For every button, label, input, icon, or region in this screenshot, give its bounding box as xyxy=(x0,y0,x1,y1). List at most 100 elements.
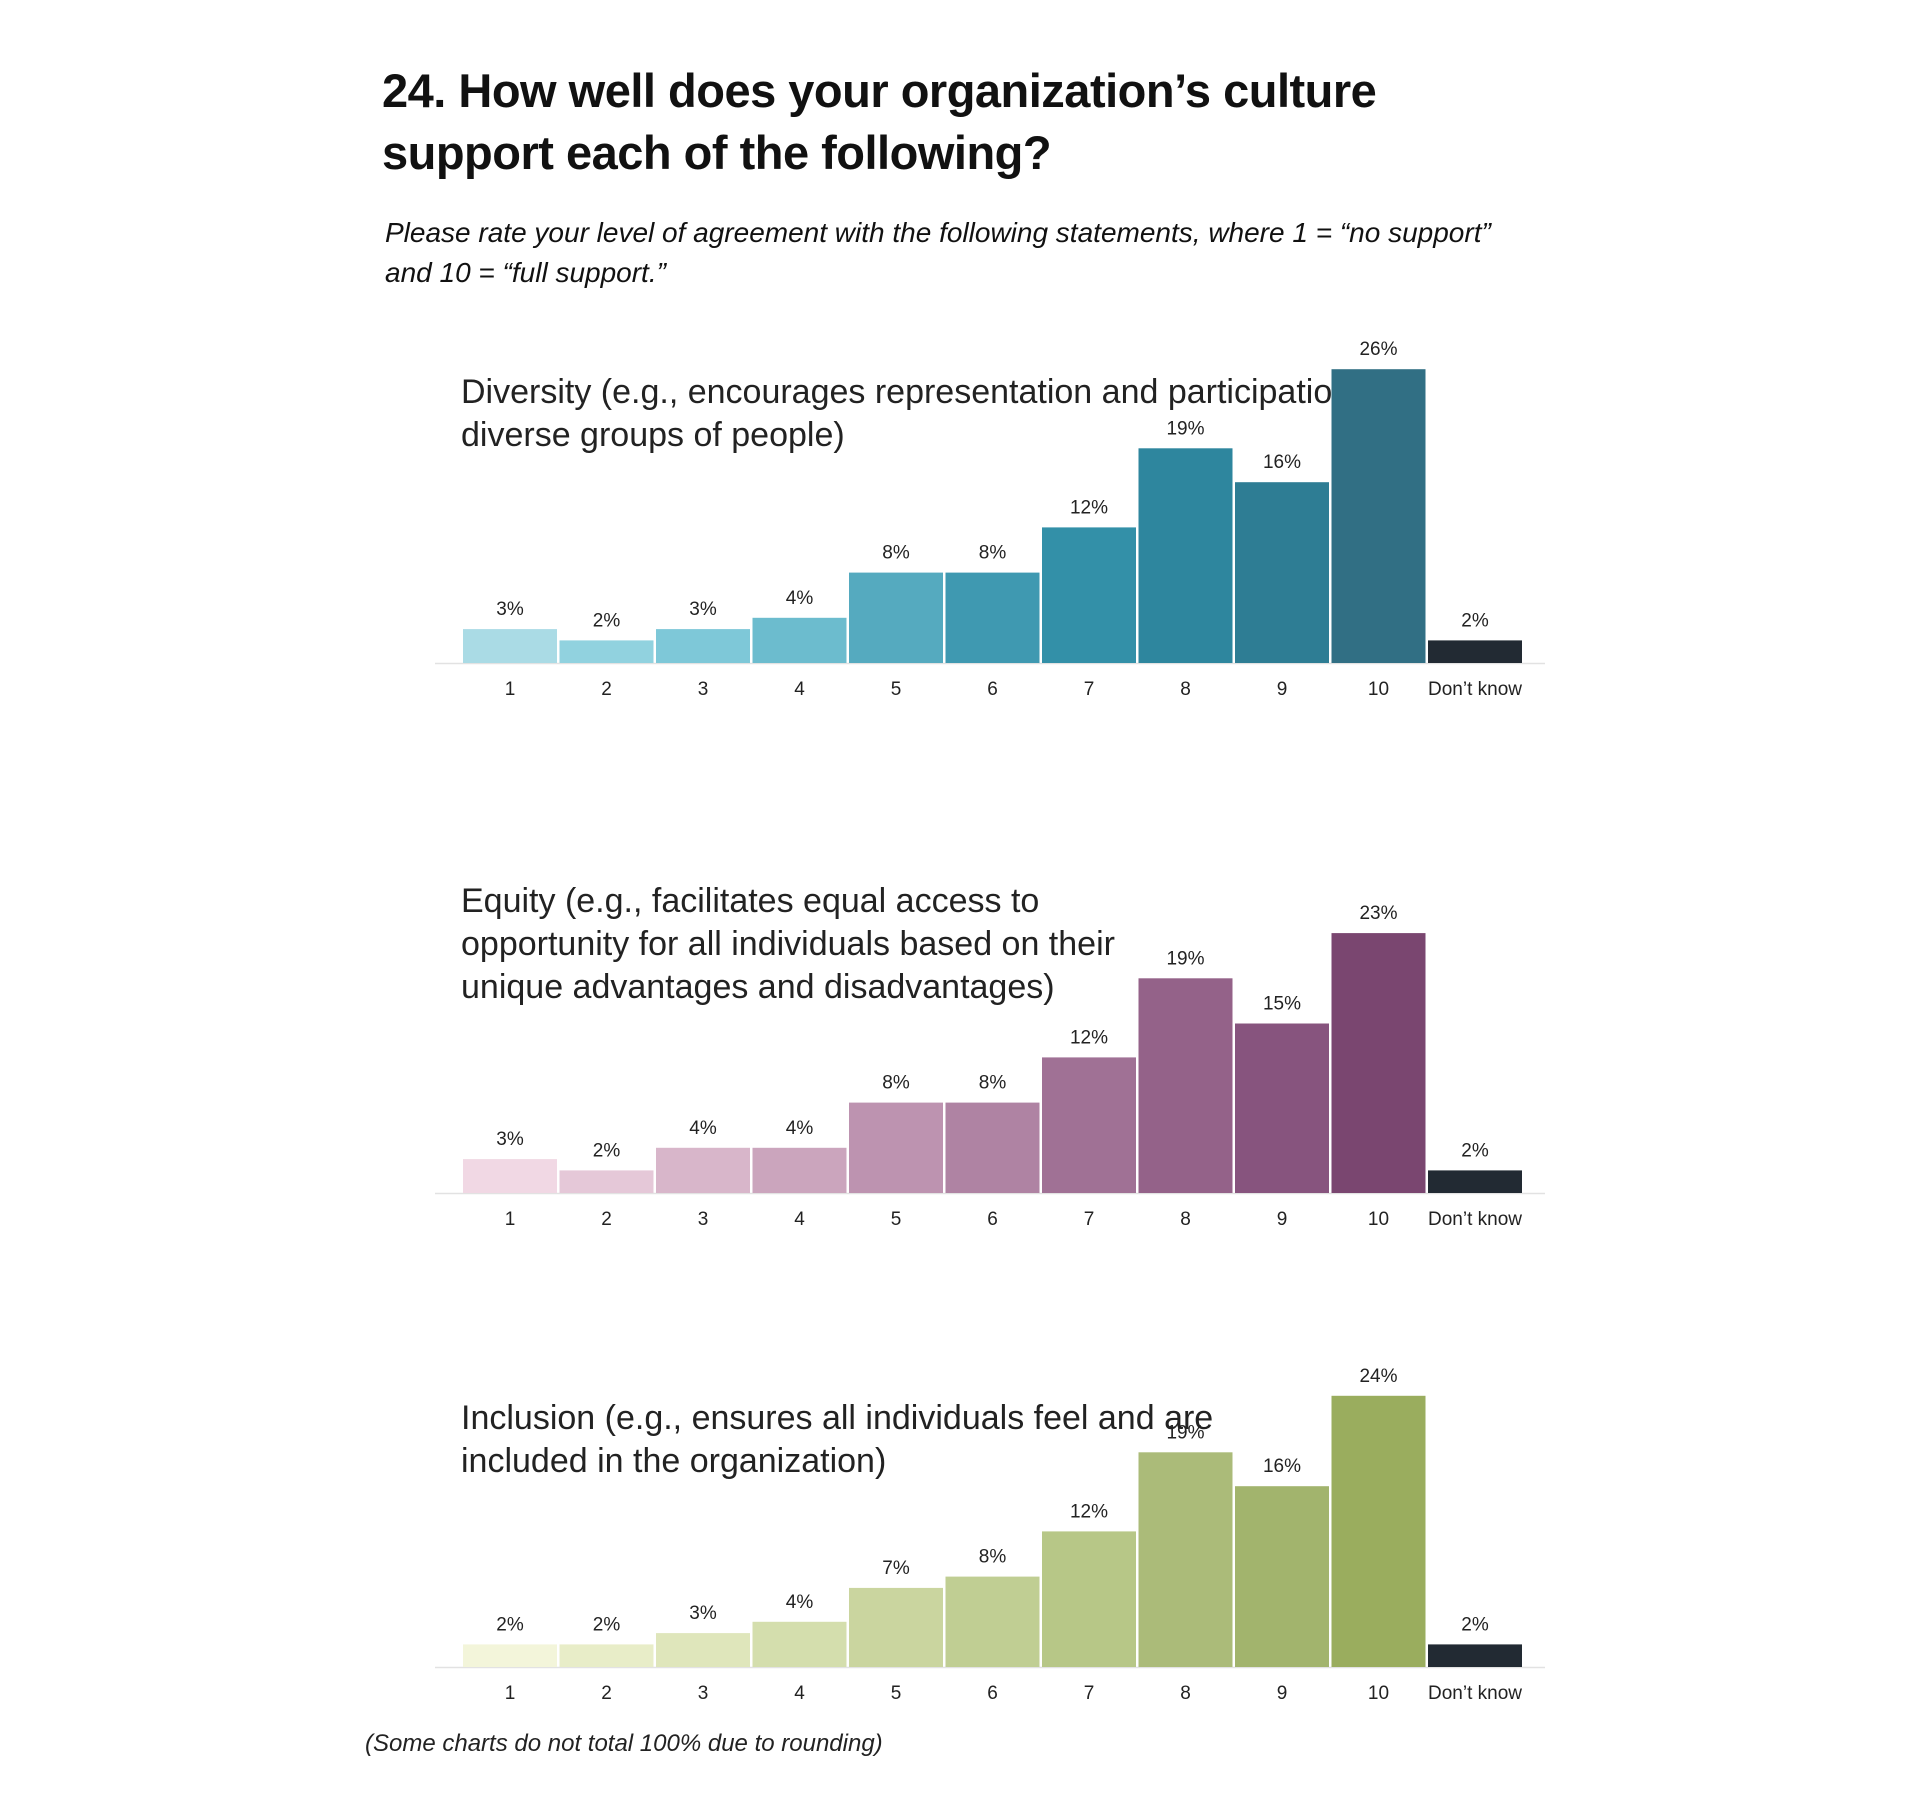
data-label: 15% xyxy=(1263,994,1301,1015)
bar xyxy=(945,1102,1040,1193)
data-label: 3% xyxy=(496,1129,524,1150)
tick-label: 4 xyxy=(794,1683,805,1704)
bar xyxy=(559,1644,654,1667)
data-label: 2% xyxy=(593,1140,621,1161)
tick-label: 2 xyxy=(601,1683,612,1704)
data-label: 24% xyxy=(1359,1366,1397,1387)
data-label: 26% xyxy=(1359,339,1397,360)
chart-inclusion: Inclusion (e.g., ensures all individuals… xyxy=(435,1366,1545,1704)
bar xyxy=(1428,1644,1522,1667)
bar xyxy=(945,572,1040,663)
bar xyxy=(752,1621,847,1667)
data-label: 12% xyxy=(1070,1027,1108,1048)
bar xyxy=(559,640,654,663)
data-label: 2% xyxy=(593,610,621,631)
tick-label: 9 xyxy=(1277,679,1288,700)
bar xyxy=(463,1159,557,1193)
tick-label: 5 xyxy=(891,1683,902,1704)
tick-label: 9 xyxy=(1277,1209,1288,1230)
tick-label: 7 xyxy=(1084,1683,1095,1704)
page-title: 24. How well does your organization’s cu… xyxy=(382,64,1377,179)
footnote: (Some charts do not total 100% due to ro… xyxy=(365,1730,883,1757)
tick-label: 1 xyxy=(505,1209,516,1230)
data-label: 19% xyxy=(1166,1422,1204,1443)
data-label: 4% xyxy=(786,1592,814,1613)
data-label: 8% xyxy=(979,1073,1007,1094)
tick-label: 7 xyxy=(1084,679,1095,700)
bar xyxy=(1235,1486,1329,1667)
bar xyxy=(1428,640,1522,663)
data-label: 2% xyxy=(1461,610,1489,631)
tick-label: 9 xyxy=(1277,1683,1288,1704)
bar xyxy=(1042,527,1136,663)
bar xyxy=(1428,1170,1522,1193)
tick-label: 5 xyxy=(891,679,902,700)
tick-label: 4 xyxy=(794,1209,805,1230)
bar xyxy=(559,1170,654,1193)
data-label: 19% xyxy=(1166,948,1204,969)
bar xyxy=(1042,1531,1136,1667)
bar xyxy=(1138,1452,1233,1667)
bar xyxy=(849,572,943,663)
data-label: 8% xyxy=(979,543,1007,564)
data-label: 16% xyxy=(1263,1456,1301,1477)
data-label: 3% xyxy=(689,599,717,620)
tick-label: 3 xyxy=(698,679,709,700)
page-subtitle: Please rate your level of agreement with… xyxy=(385,217,1491,288)
tick-label: 8 xyxy=(1180,1683,1191,1704)
bar xyxy=(752,617,847,663)
bar xyxy=(752,1147,847,1193)
tick-label: 3 xyxy=(698,1683,709,1704)
data-label: 8% xyxy=(882,1073,910,1094)
bar xyxy=(1138,978,1233,1193)
data-label: 2% xyxy=(593,1614,621,1635)
tick-label: 1 xyxy=(505,1683,516,1704)
bar xyxy=(1331,369,1426,663)
data-label: 2% xyxy=(1461,1614,1489,1635)
tick-label: 10 xyxy=(1368,679,1389,700)
tick-label: Don’t know xyxy=(1428,679,1522,700)
bar xyxy=(656,629,750,663)
tick-label: 5 xyxy=(891,1209,902,1230)
data-label: 4% xyxy=(786,1118,814,1139)
tick-label: 4 xyxy=(794,679,805,700)
data-label: 3% xyxy=(496,599,524,620)
bar xyxy=(849,1102,943,1193)
data-label: 2% xyxy=(496,1614,524,1635)
data-label: 19% xyxy=(1166,418,1204,439)
bar xyxy=(1331,933,1426,1193)
tick-label: Don’t know xyxy=(1428,1209,1522,1230)
tick-label: 2 xyxy=(601,679,612,700)
bar xyxy=(1042,1057,1136,1193)
tick-label: 8 xyxy=(1180,1209,1191,1230)
bar xyxy=(463,1644,557,1667)
data-label: 8% xyxy=(979,1547,1007,1568)
tick-label: 6 xyxy=(987,1209,998,1230)
data-label: 4% xyxy=(786,588,814,609)
data-label: 2% xyxy=(1461,1140,1489,1161)
chart-equity: Equity (e.g., facilitates equal access t… xyxy=(435,882,1545,1230)
data-label: 7% xyxy=(882,1558,910,1579)
tick-label: 1 xyxy=(505,679,516,700)
data-label: 12% xyxy=(1070,497,1108,518)
tick-label: 6 xyxy=(987,1683,998,1704)
chart-title: Inclusion (e.g., ensures all individuals… xyxy=(461,1399,1213,1480)
data-label: 12% xyxy=(1070,1501,1108,1522)
bar xyxy=(849,1587,943,1667)
bar xyxy=(463,629,557,663)
tick-label: 10 xyxy=(1368,1683,1389,1704)
tick-label: Don’t know xyxy=(1428,1683,1522,1704)
tick-label: 2 xyxy=(601,1209,612,1230)
chart-title: Diversity (e.g., encourages representati… xyxy=(461,373,1390,454)
bar xyxy=(656,1147,750,1193)
data-label: 3% xyxy=(689,1603,717,1624)
bar xyxy=(945,1576,1040,1667)
tick-label: 7 xyxy=(1084,1209,1095,1230)
data-label: 23% xyxy=(1359,903,1397,924)
tick-label: 3 xyxy=(698,1209,709,1230)
data-label: 8% xyxy=(882,543,910,564)
data-label: 4% xyxy=(689,1118,717,1139)
bar xyxy=(1235,1023,1329,1193)
bar xyxy=(656,1633,750,1667)
